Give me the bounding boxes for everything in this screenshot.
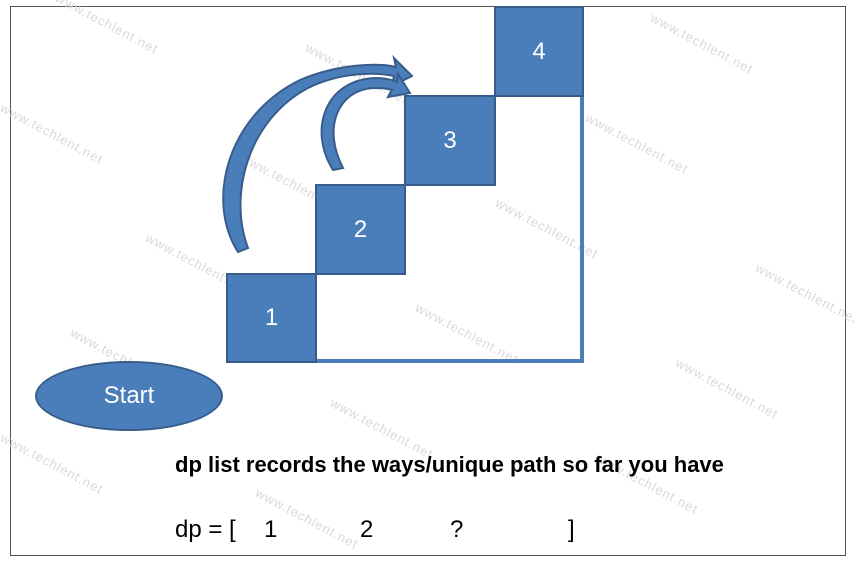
caption-text: dp list records the ways/unique path so …: [175, 452, 724, 477]
staircase-right-edge: [580, 96, 584, 363]
step-1-label: 1: [264, 304, 279, 331]
step-4-label: 4: [532, 37, 546, 65]
arrow-step1-to-step3: [222, 54, 414, 254]
dp-value-3: ?: [450, 516, 464, 543]
step-4: 4: [494, 6, 584, 97]
arrow-step2-to-step3: [320, 71, 412, 172]
start-label: Start: [103, 382, 155, 409]
step-2: 2: [315, 184, 406, 275]
step-2-label: 2: [353, 215, 368, 243]
staircase-bottom-edge: [226, 359, 584, 363]
dp-value-2: 2: [360, 516, 374, 543]
step-1: 1: [226, 273, 317, 363]
dp-prefix: dp = [: [175, 516, 236, 543]
step-3: 3: [404, 95, 496, 186]
start-node: Start: [35, 361, 223, 431]
step-3-label: 3: [443, 126, 457, 154]
dp-value-1: 1: [264, 516, 278, 543]
dp-suffix: ]: [568, 516, 575, 543]
